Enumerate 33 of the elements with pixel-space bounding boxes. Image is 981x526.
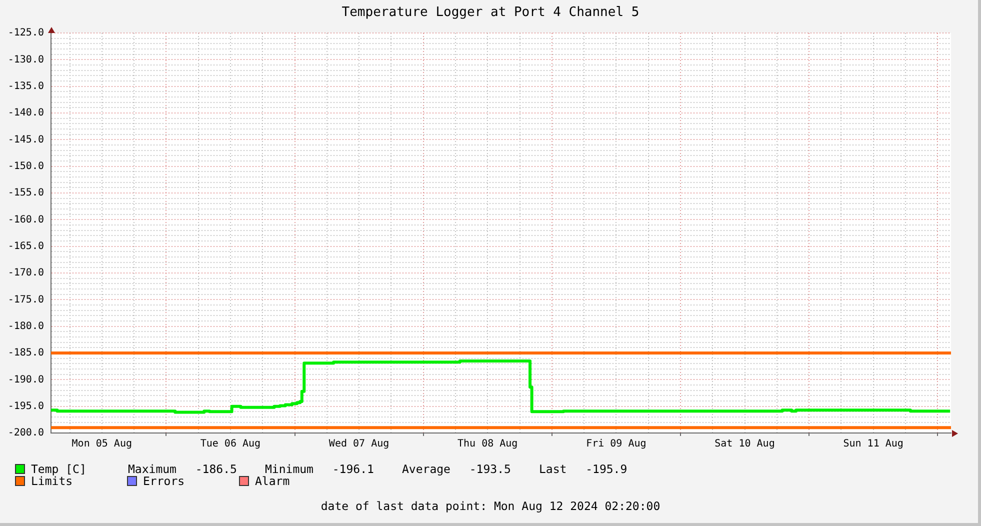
legend-label: Alarm (255, 474, 290, 488)
y-tick-label: -200.0 (8, 428, 44, 439)
text: date of last data point: Mon Aug 12 2024 02:20:00 (320, 499, 662, 513)
text: Last -195.9 (539, 462, 628, 476)
legend-label: Limits (31, 474, 73, 488)
chart-title: Temperature Logger at Port 4 Channel 5 (340, 5, 640, 21)
y-tick-label: -170.0 (8, 268, 44, 279)
y-tick-label: -185.0 (8, 348, 44, 359)
y-tick-label: -140.0 (8, 108, 44, 119)
x-tick-label: Wed 07 Aug (328, 438, 390, 450)
y-tick-label: -175.0 (8, 294, 44, 306)
y-tick-label: -155.0 (8, 188, 44, 199)
y-tick-label: -165.0 (8, 240, 44, 252)
x-tick-label: Sun 11 Aug (843, 438, 904, 450)
x-tick-label: Mon 05 Aug (72, 438, 132, 450)
y-tick-label: -150.0 (8, 160, 44, 172)
x-tick-label: Fri 09 Aug (586, 438, 646, 450)
x-tick-label: Tue 06 Aug (200, 438, 261, 450)
y-tick-label: -130.0 (8, 54, 44, 66)
text: Average -193.5 (402, 462, 512, 476)
legend-label: Temp [C] (31, 462, 86, 476)
x-tick-label: Thu 08 Aug (458, 438, 518, 450)
y-tick-label: -190.0 (8, 374, 44, 386)
y-tick-label: -160.0 (8, 214, 44, 226)
y-tick-label: -135.0 (8, 80, 44, 92)
text: Minimum -196.1 (265, 462, 375, 476)
legend-label: Errors (143, 474, 185, 488)
y-tick-label: -180.0 (8, 320, 44, 332)
x-tick-label: Sat 10 Aug (714, 438, 775, 450)
y-tick-label: -125.0 (8, 28, 44, 39)
y-tick-label: -195.0 (8, 400, 44, 412)
text: Maximum -186.5 (128, 462, 238, 476)
y-tick-label: -145.0 (8, 134, 44, 146)
